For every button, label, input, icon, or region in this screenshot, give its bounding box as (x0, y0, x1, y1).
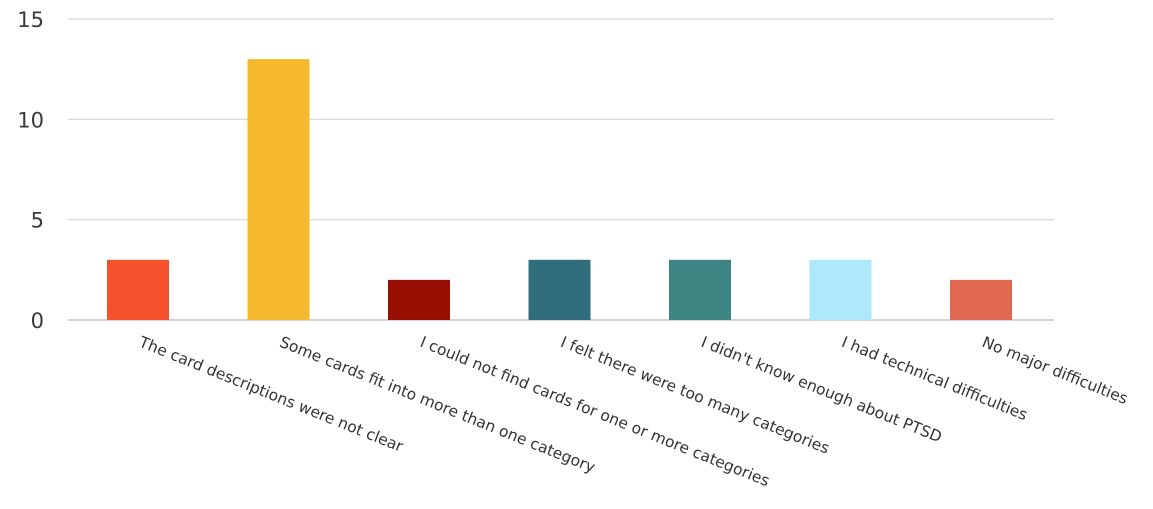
x-tick-label: I didn't know enough about PTSD (699, 333, 945, 446)
bar (107, 259, 169, 320)
bar (950, 279, 1012, 320)
x-axis: The card descriptions were not clearSome… (136, 333, 1131, 491)
x-tick-label: The card descriptions were not clear (136, 333, 407, 456)
bar (809, 259, 872, 320)
bar (247, 59, 310, 321)
y-axis: 0 5 10 15 (17, 8, 44, 333)
bars (107, 59, 1012, 321)
bar (669, 259, 731, 320)
y-tick-label: 15 (17, 8, 44, 32)
bar (388, 279, 450, 320)
bar (528, 259, 591, 320)
y-tick-label: 10 (17, 108, 44, 132)
x-tick-label: I felt there were too many categories (558, 333, 832, 458)
y-tick-label: 0 (31, 309, 44, 333)
y-tick-label: 5 (31, 209, 44, 233)
